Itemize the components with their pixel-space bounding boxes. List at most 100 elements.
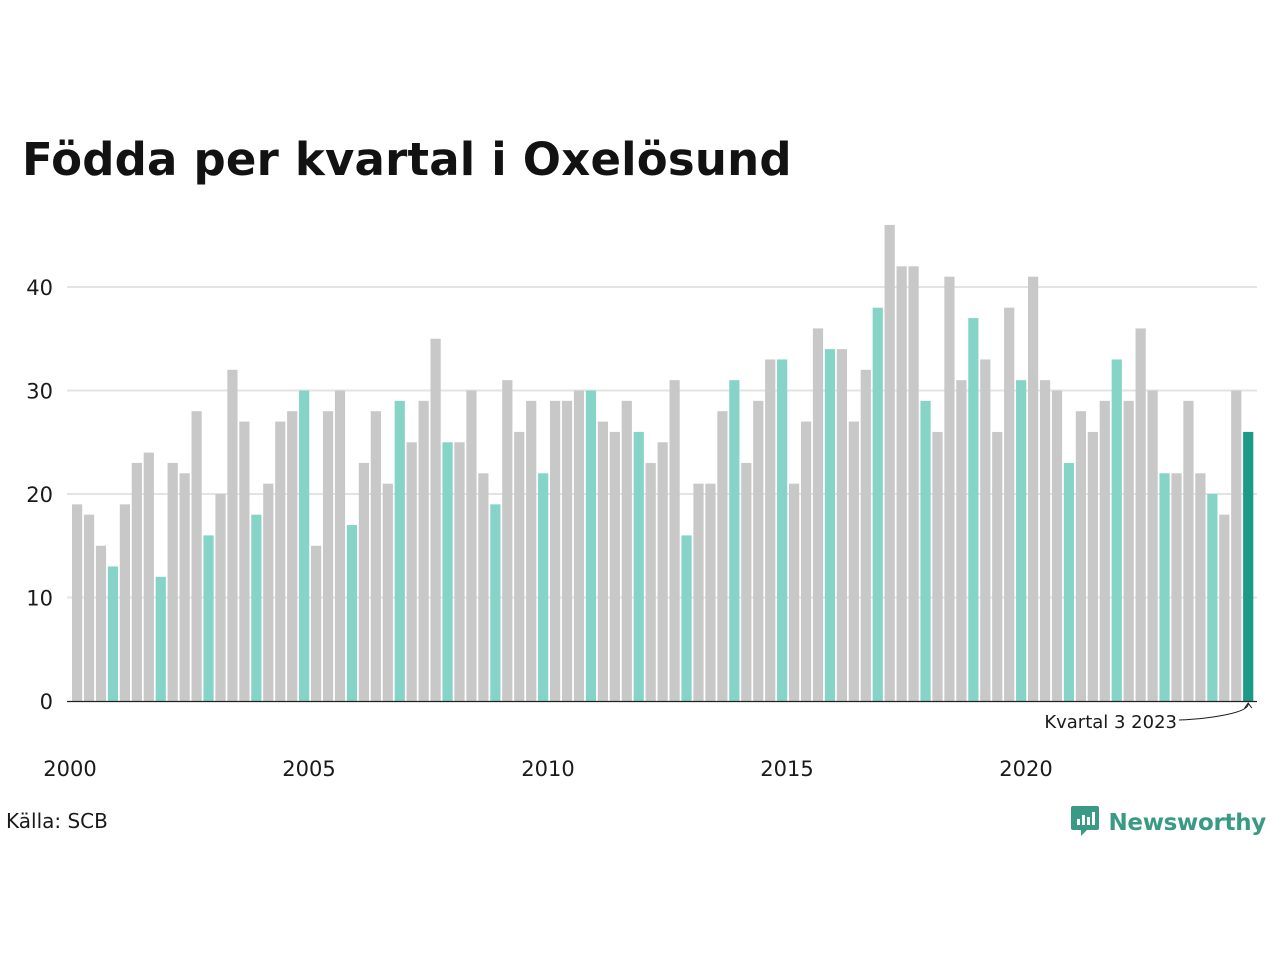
bar bbox=[1028, 276, 1039, 701]
bar bbox=[514, 431, 525, 701]
bar bbox=[1087, 431, 1098, 701]
bar bbox=[1099, 400, 1110, 701]
x-tick-label: 2005 bbox=[282, 757, 335, 781]
bar bbox=[1123, 400, 1134, 701]
bar bbox=[430, 338, 441, 701]
bar bbox=[155, 576, 166, 701]
bar bbox=[920, 400, 931, 701]
bar bbox=[382, 483, 393, 701]
chart-title: Födda per kvartal i Oxelösund bbox=[22, 133, 792, 186]
bar bbox=[1219, 514, 1230, 701]
bar bbox=[980, 359, 991, 701]
y-tick-label: 30 bbox=[26, 380, 53, 404]
bar bbox=[167, 462, 178, 701]
bar bbox=[705, 483, 716, 701]
bar bbox=[1183, 400, 1194, 701]
bar bbox=[83, 514, 95, 701]
bar bbox=[944, 276, 955, 701]
bar bbox=[573, 390, 585, 701]
bar bbox=[526, 400, 537, 701]
bar bbox=[1207, 494, 1218, 701]
bars bbox=[72, 224, 1254, 701]
bar bbox=[1111, 359, 1122, 701]
bar bbox=[1063, 462, 1075, 701]
brand-logo[interactable]: Newsworthy bbox=[1070, 804, 1266, 842]
source-label: Källa: SCB bbox=[6, 809, 108, 833]
bar bbox=[968, 318, 979, 701]
bar bbox=[848, 421, 859, 701]
bar bbox=[394, 400, 405, 701]
bar bbox=[860, 369, 871, 701]
bar bbox=[896, 266, 907, 701]
bar bbox=[621, 400, 632, 701]
x-tick-label: 2020 bbox=[999, 757, 1052, 781]
bar bbox=[263, 483, 274, 701]
bar bbox=[717, 411, 728, 701]
bar bbox=[358, 462, 369, 701]
annotation-arrow bbox=[1178, 702, 1253, 721]
bar bbox=[669, 380, 680, 701]
bar bbox=[956, 380, 967, 701]
bar bbox=[550, 400, 561, 701]
bar bbox=[657, 442, 668, 701]
bar bbox=[215, 494, 226, 701]
bar bbox=[95, 545, 107, 701]
x-axis-ticks: 2000 2005 2010 2015 2020 bbox=[43, 757, 1052, 781]
y-tick-label: 10 bbox=[26, 587, 53, 611]
bar bbox=[107, 566, 119, 701]
y-tick-label: 40 bbox=[26, 276, 53, 300]
bar bbox=[836, 349, 847, 701]
bar bbox=[466, 390, 477, 701]
bar bbox=[932, 431, 943, 701]
bar bbox=[884, 224, 895, 701]
bar bbox=[322, 411, 334, 701]
bar bbox=[299, 390, 310, 701]
bar bbox=[406, 442, 417, 701]
bar bbox=[311, 545, 322, 701]
bar bbox=[765, 359, 776, 701]
bar bbox=[72, 504, 83, 701]
bar bbox=[1016, 380, 1027, 701]
annotation: Kvartal 3 2023 bbox=[1044, 702, 1253, 733]
bar bbox=[131, 462, 142, 701]
x-tick-label: 2015 bbox=[760, 757, 813, 781]
bar bbox=[693, 483, 704, 701]
bar bbox=[800, 421, 812, 701]
bar bbox=[179, 473, 190, 701]
bar bbox=[203, 535, 214, 701]
bar bbox=[777, 359, 788, 701]
bar bbox=[1195, 473, 1206, 701]
bar bbox=[585, 390, 597, 701]
newsworthy-logo-icon bbox=[1070, 804, 1100, 842]
bar bbox=[789, 483, 800, 701]
bar bbox=[681, 535, 692, 701]
bar bbox=[287, 411, 298, 701]
y-axis-ticks: 0 10 20 30 40 bbox=[26, 276, 53, 714]
bar bbox=[1231, 390, 1242, 701]
bar bbox=[729, 380, 740, 701]
bar bbox=[1075, 411, 1086, 701]
y-tick-label: 20 bbox=[26, 483, 53, 507]
bar bbox=[119, 504, 130, 701]
bar bbox=[1039, 380, 1051, 701]
bar bbox=[633, 431, 644, 701]
bar bbox=[1159, 473, 1170, 701]
bar bbox=[442, 442, 453, 701]
bar bbox=[741, 462, 752, 701]
x-tick-label: 2010 bbox=[521, 757, 574, 781]
annotation-label: Kvartal 3 2023 bbox=[1044, 712, 1177, 733]
bar bbox=[1135, 328, 1146, 701]
x-tick-label: 2000 bbox=[43, 757, 96, 781]
bar bbox=[1051, 390, 1063, 701]
bar bbox=[454, 442, 465, 701]
bar bbox=[143, 452, 154, 701]
bar bbox=[645, 462, 656, 701]
bar bbox=[251, 514, 262, 701]
bar bbox=[872, 307, 883, 701]
bar bbox=[502, 380, 513, 701]
bar bbox=[490, 504, 501, 701]
bar bbox=[227, 369, 238, 701]
bar bbox=[908, 266, 919, 701]
bar bbox=[418, 400, 429, 701]
bar bbox=[370, 411, 381, 701]
